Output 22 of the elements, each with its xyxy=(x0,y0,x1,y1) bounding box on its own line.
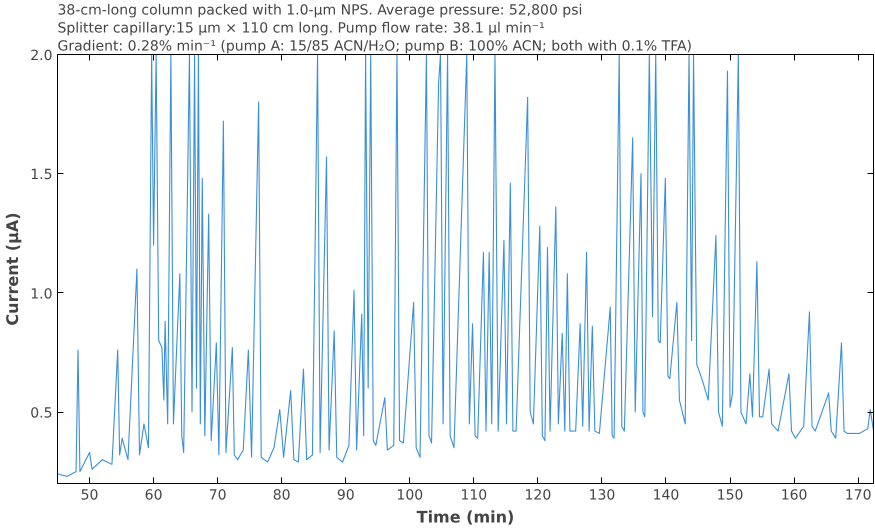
x-tick-label: 90 xyxy=(336,488,355,504)
y-tick-label: 1.0 xyxy=(30,286,52,302)
annotation: Gradient: 0.28% min⁻¹ (pump A: 15/85 ACN/H₂O; pump B: 100% ACN; both with 0.1% TFA) xyxy=(58,38,692,54)
y-tick-label: 0.5 xyxy=(30,406,52,422)
x-tick-label: 110 xyxy=(460,488,488,504)
x-tick-label: 160 xyxy=(780,488,808,504)
chart-subtitle: Splitter capillary:15 µm × 110 cm long. Pump flow rate: 38.1 µl min⁻¹ xyxy=(58,20,545,36)
x-tick-label: 60 xyxy=(144,488,162,504)
x-tick-label: 100 xyxy=(396,488,424,504)
x-tick-label: 50 xyxy=(80,488,98,504)
x-axis-title: Time (min) xyxy=(416,508,514,526)
y-axis-title: Current (µA) xyxy=(3,212,22,326)
x-tick-label: 120 xyxy=(524,488,552,504)
chart-title: 38-cm-long column packed with 1.0-µm NPS. Average pressure: 52,800 psi xyxy=(58,2,582,18)
x-tick-label: 80 xyxy=(272,488,291,504)
y-tick-label: 2.0 xyxy=(30,48,52,64)
x-tick-label: 150 xyxy=(716,488,744,504)
y-tick-label: 1.5 xyxy=(30,167,52,184)
x-tick-label: 170 xyxy=(844,488,872,504)
x-tick-label: 130 xyxy=(588,488,616,504)
x-tick-label: 70 xyxy=(208,488,227,504)
x-tick-label: 140 xyxy=(652,488,680,504)
